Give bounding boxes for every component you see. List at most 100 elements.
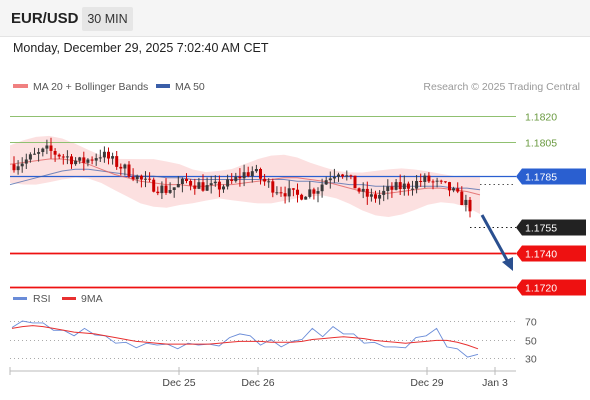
candle-body: [74, 160, 78, 165]
candle-body: [180, 178, 184, 184]
candle-body: [460, 191, 464, 205]
candle-body: [361, 188, 365, 192]
level-label: 1.1785: [525, 172, 557, 184]
candle-body: [12, 164, 16, 171]
candle: [16, 160, 20, 175]
candle: [406, 181, 410, 196]
candle-body: [86, 159, 90, 163]
candle: [78, 156, 82, 164]
candle-body: [107, 151, 110, 159]
candle-body: [263, 178, 267, 182]
legend-swatch-rsi: [13, 297, 27, 300]
candle: [70, 154, 73, 169]
level-label: 1.1755: [525, 223, 557, 235]
candle-body: [41, 148, 45, 152]
candle: [308, 181, 312, 199]
candle: [238, 168, 242, 187]
candle-body: [456, 188, 460, 192]
candle-body: [222, 186, 225, 190]
candle: [209, 175, 213, 194]
candle-body: [185, 178, 188, 181]
candle: [61, 154, 65, 165]
candle-body: [259, 169, 262, 179]
candle-body: [250, 171, 254, 177]
candle: [185, 173, 188, 184]
candle-body: [209, 183, 213, 186]
legend-label-ma20: MA 20 + Bollinger Bands: [33, 81, 148, 93]
candle-body: [57, 154, 61, 157]
candle: [390, 182, 394, 198]
candle: [201, 174, 205, 192]
timeframe-button[interactable]: 30 MIN: [82, 7, 133, 31]
candle: [123, 163, 127, 176]
candle: [464, 194, 468, 212]
candle-body: [45, 145, 49, 149]
candle-body: [267, 181, 271, 183]
candle: [74, 157, 78, 166]
level-tag-pivot: 1.1785: [516, 168, 586, 185]
candle: [460, 186, 464, 206]
candle: [267, 178, 271, 188]
candle-body: [24, 159, 28, 164]
candle: [135, 174, 139, 184]
candle: [180, 177, 184, 193]
candle-body: [168, 190, 172, 193]
candle-body: [415, 181, 419, 189]
candle: [12, 156, 16, 173]
candle-body: [37, 152, 41, 154]
candle: [353, 175, 357, 189]
candles-layer: [12, 137, 472, 218]
candle: [394, 179, 398, 191]
legend-swatch-9ma: [62, 297, 76, 300]
candle-body: [304, 196, 308, 200]
level-tag-shape: [516, 279, 586, 296]
candle-body: [193, 185, 197, 189]
levels-layer: 1.1820 1.1805 1.1785 1.1755 1.1740 1.1720: [10, 112, 586, 296]
candle-body: [156, 191, 160, 194]
candle: [263, 174, 267, 186]
candle-body: [291, 188, 295, 190]
candle: [176, 176, 180, 188]
candle: [139, 174, 143, 188]
candle-body: [464, 199, 468, 205]
candle-body: [160, 185, 164, 194]
candle: [382, 185, 386, 202]
candle-body: [431, 181, 435, 183]
candle: [33, 147, 36, 155]
timestamp: Monday, December 29, 2025 7:02:40 AM CET: [13, 41, 269, 55]
candle: [357, 187, 361, 194]
candle-body: [61, 156, 65, 158]
candle-body: [205, 185, 209, 191]
candle: [131, 168, 135, 182]
candle-body: [365, 188, 369, 197]
candle: [189, 179, 193, 191]
candle: [312, 187, 316, 200]
candle: [156, 186, 160, 196]
level-tag-shape: [516, 245, 586, 262]
legend-label-9ma: 9MA: [81, 293, 103, 305]
candle-body: [423, 175, 427, 182]
level-tag-shape: [516, 219, 586, 236]
candle: [296, 183, 299, 203]
candle: [41, 147, 45, 157]
candle: [304, 196, 308, 200]
candle-body: [78, 157, 82, 161]
candle: [250, 166, 254, 183]
candle-body: [357, 188, 361, 192]
legend-label-ma50: MA 50: [175, 81, 205, 93]
rsi-tick-label: 50: [525, 336, 537, 348]
candle-body: [246, 172, 250, 177]
candle: [94, 153, 98, 166]
candle-body: [70, 156, 73, 165]
candle: [164, 178, 168, 195]
level-tag-support: 1.1740: [516, 245, 586, 262]
rsi-ma-line: [11, 325, 479, 350]
source-credit: Research © 2025 Trading Central: [423, 81, 580, 93]
candle-body: [439, 180, 443, 182]
candle-body: [316, 191, 320, 194]
candle-body: [135, 175, 139, 180]
candle-body: [369, 194, 373, 197]
time-tick-label: Dec 26: [241, 377, 274, 389]
candle: [324, 176, 328, 185]
candle: [468, 197, 472, 218]
